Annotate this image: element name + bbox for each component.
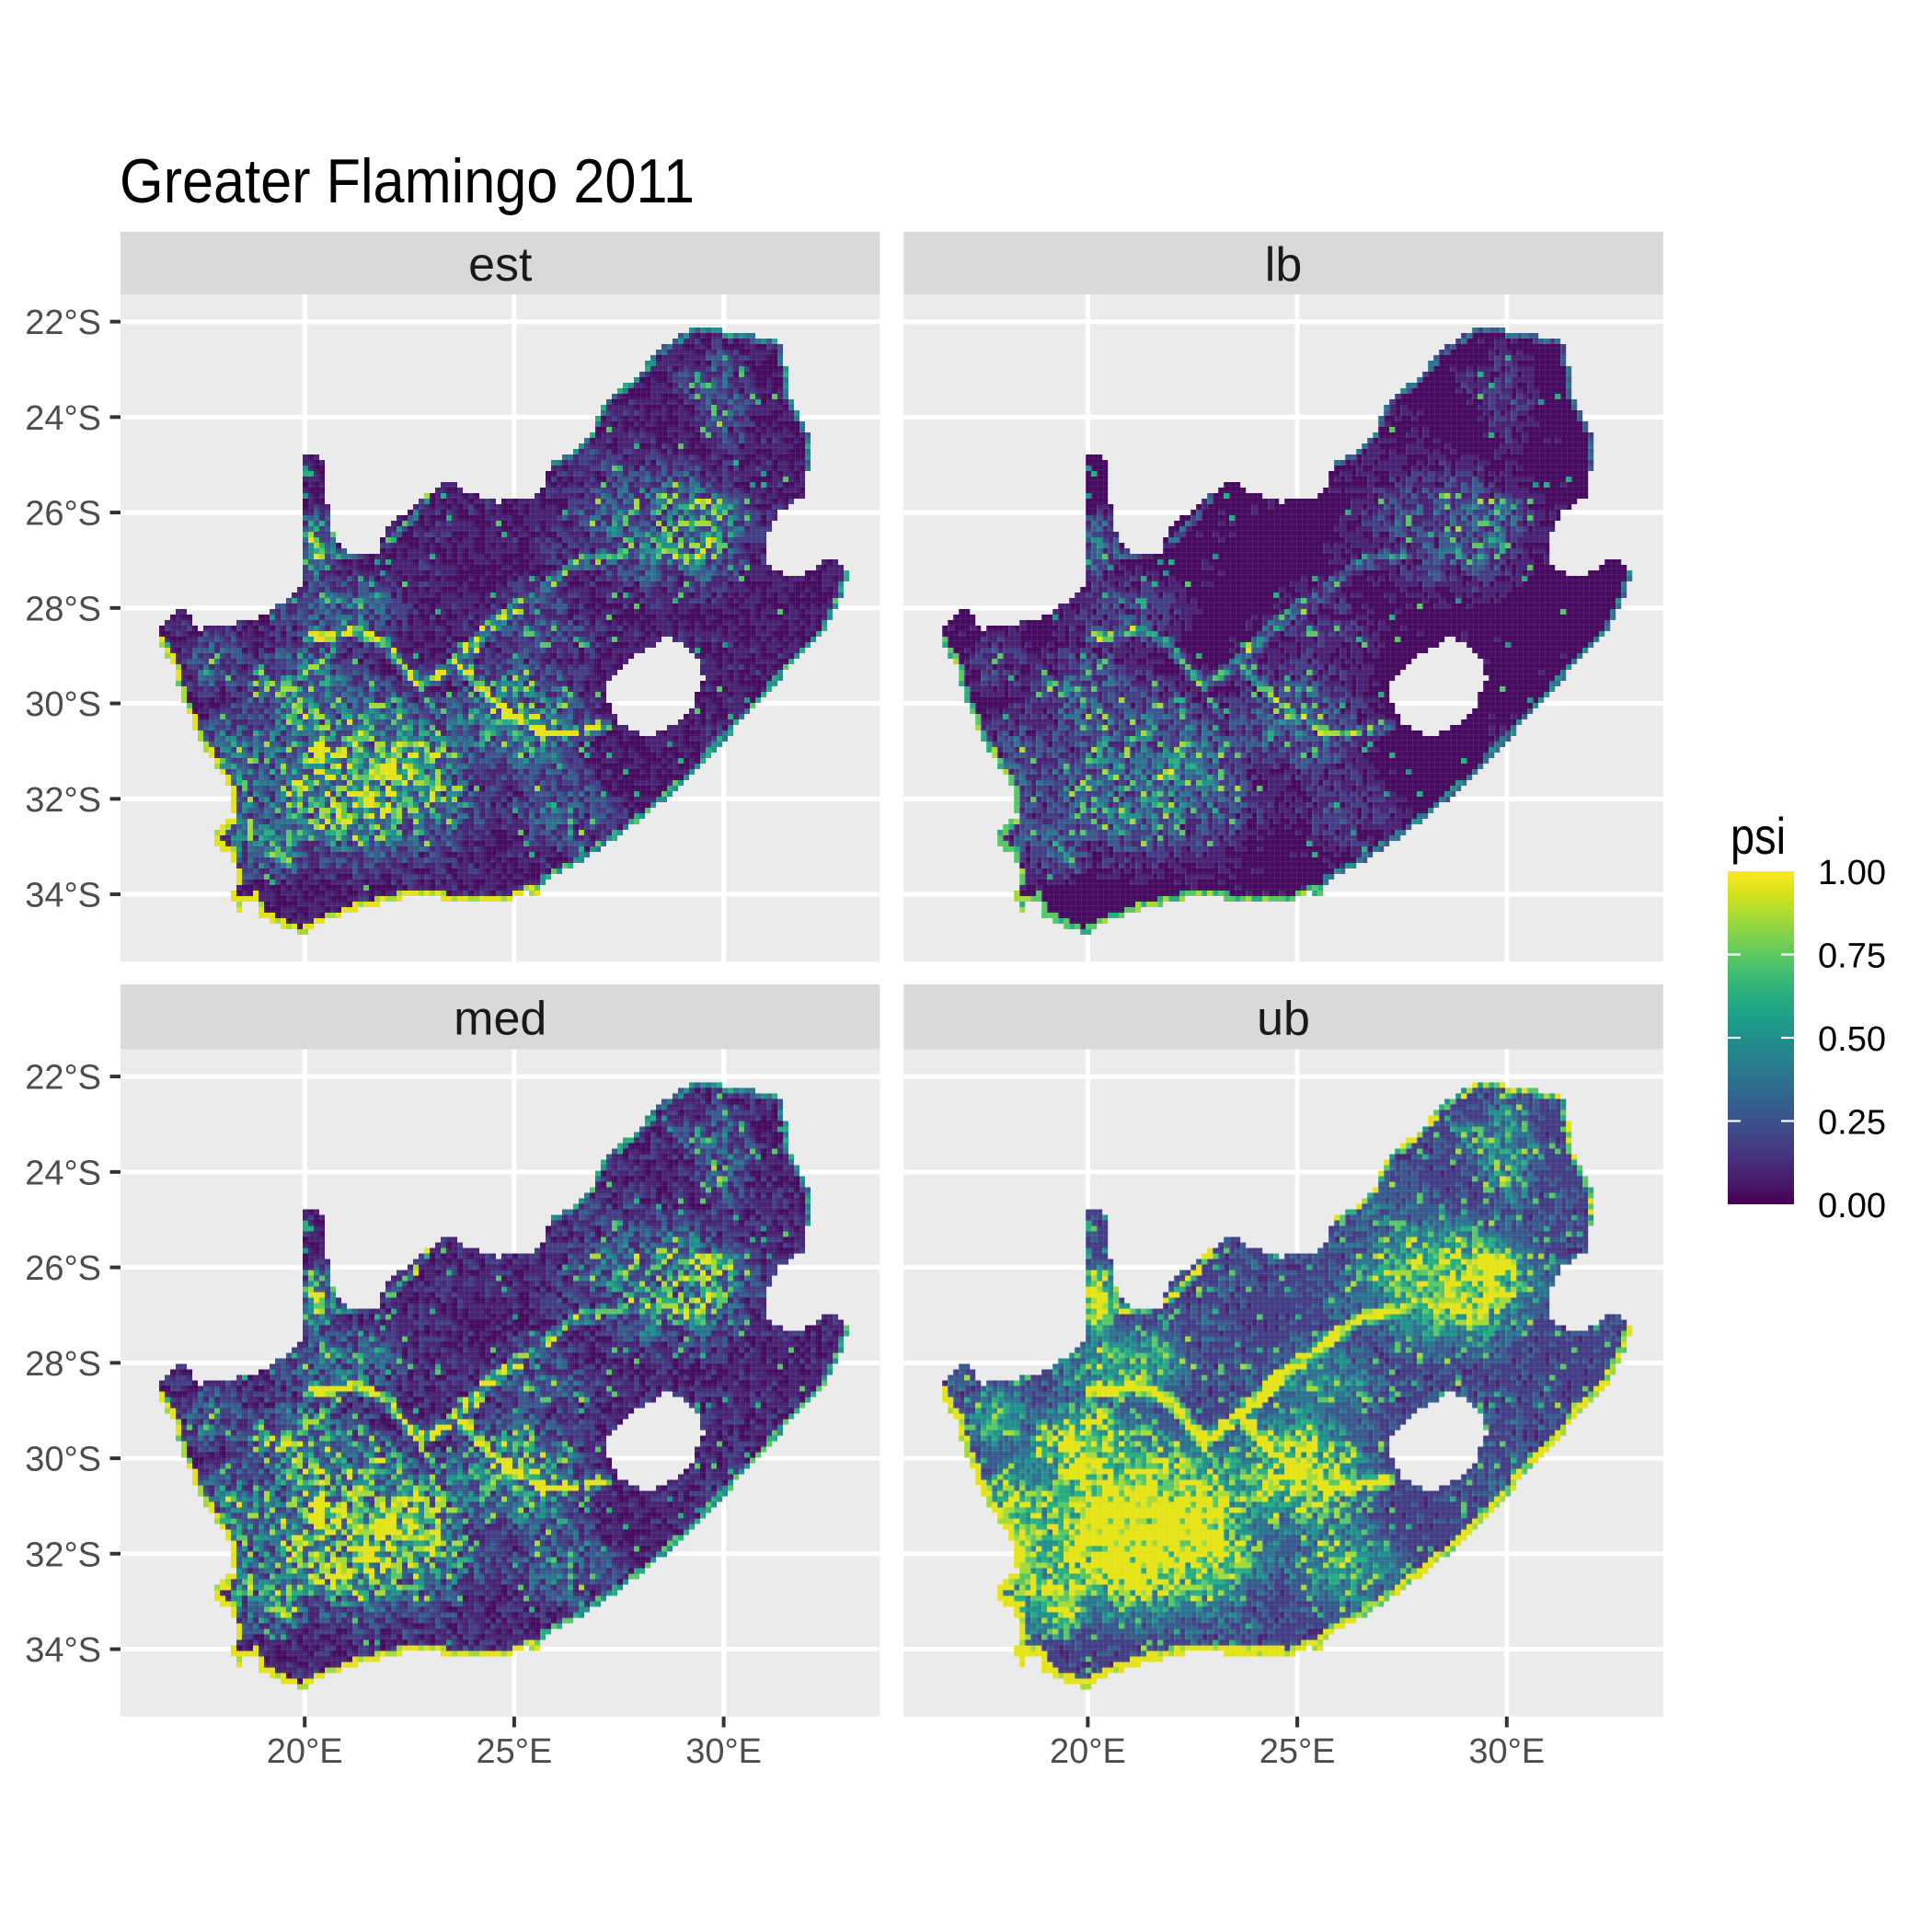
svg-text:22°S: 22°S (25, 1059, 101, 1098)
svg-text:34°S: 34°S (25, 1631, 101, 1670)
svg-text:ub: ub (1257, 992, 1310, 1045)
svg-text:26°S: 26°S (25, 495, 101, 534)
svg-text:30°S: 30°S (25, 685, 101, 724)
svg-text:1.00: 1.00 (1818, 854, 1886, 892)
svg-text:25°E: 25°E (1259, 1732, 1336, 1771)
svg-text:0.50: 0.50 (1818, 1020, 1886, 1059)
svg-text:psi: psi (1731, 807, 1786, 865)
svg-text:0.00: 0.00 (1818, 1187, 1886, 1225)
svg-text:28°S: 28°S (25, 1345, 101, 1384)
svg-text:32°S: 32°S (25, 781, 101, 820)
svg-text:32°S: 32°S (25, 1535, 101, 1574)
svg-text:25°E: 25°E (476, 1732, 552, 1771)
svg-text:28°S: 28°S (25, 590, 101, 628)
svg-text:24°S: 24°S (25, 1154, 101, 1192)
svg-text:34°S: 34°S (25, 877, 101, 915)
svg-text:30°S: 30°S (25, 1441, 101, 1479)
svg-text:20°E: 20°E (267, 1732, 343, 1771)
svg-text:30°E: 30°E (1468, 1732, 1545, 1771)
svg-text:0.75: 0.75 (1818, 937, 1886, 976)
svg-text:24°S: 24°S (25, 399, 101, 438)
svg-text:est: est (468, 238, 533, 292)
svg-text:30°E: 30°E (685, 1732, 762, 1771)
svg-text:Greater Flamingo 2011: Greater Flamingo 2011 (120, 146, 695, 216)
svg-text:22°S: 22°S (25, 304, 101, 342)
svg-text:20°E: 20°E (1050, 1732, 1126, 1771)
svg-text:lb: lb (1265, 238, 1302, 292)
svg-text:0.25: 0.25 (1818, 1104, 1886, 1143)
svg-text:26°S: 26°S (25, 1249, 101, 1288)
svg-text:med: med (454, 992, 546, 1045)
